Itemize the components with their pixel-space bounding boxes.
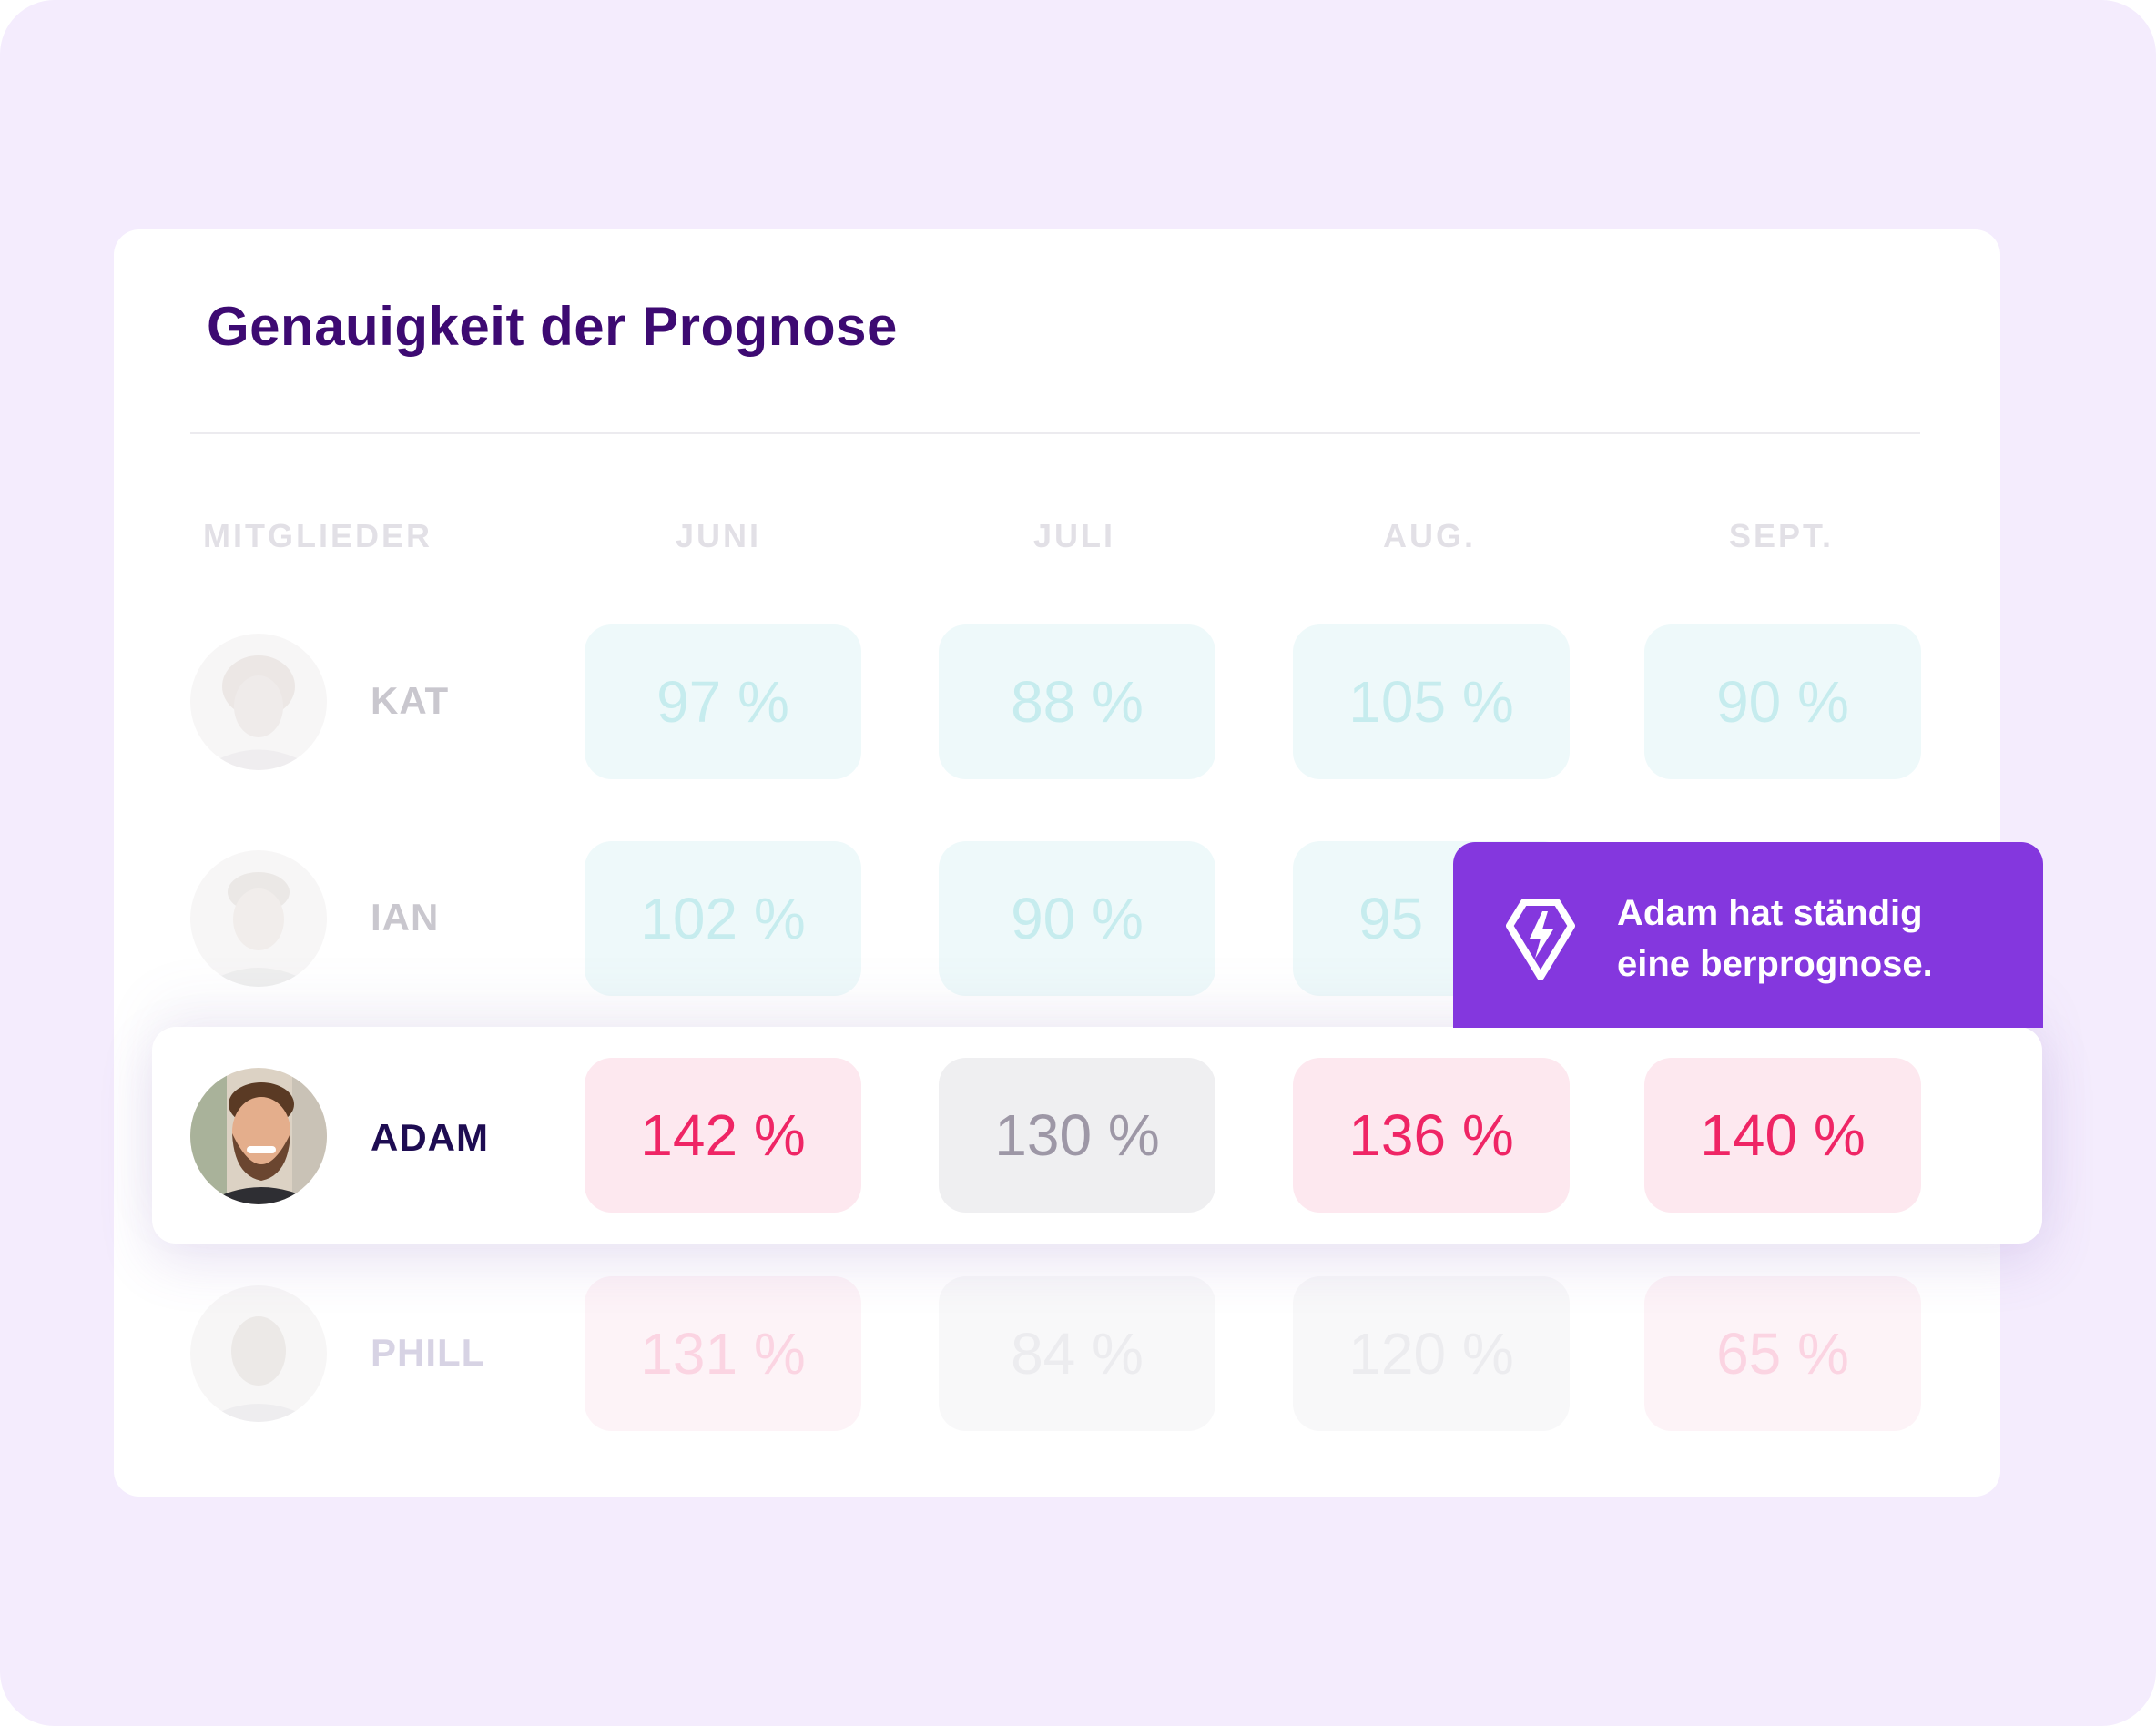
column-header-september: SEPT. <box>1729 517 1835 554</box>
value-cell-august: 120 % <box>1293 1276 1570 1431</box>
member-name: KAT <box>371 679 450 722</box>
avatar-adam <box>190 1068 327 1204</box>
tooltip-message: Adam hat ständig eine berprognose. <box>1617 888 1933 990</box>
column-header-june: JUNI <box>676 517 762 554</box>
avatar-phill <box>190 1285 327 1422</box>
tooltip-line-1: Adam hat ständig <box>1617 893 1923 933</box>
member-row-kat[interactable]: KAT 97 % 88 % 105 % 90 % <box>114 624 2000 779</box>
member-row-phill[interactable]: PHILL 131 % 84 % 120 % 65 % <box>114 1276 2000 1431</box>
value-cell-august: 105 % <box>1293 624 1570 779</box>
value-cell-september: 140 % <box>1644 1058 1921 1213</box>
member-name: ADAM <box>371 1116 489 1159</box>
avatar-kat <box>190 634 327 770</box>
insight-tooltip: Adam hat ständig eine berprognose. <box>1453 842 2043 1028</box>
value-cell-july: 84 % <box>939 1276 1215 1431</box>
column-header-august: AUG. <box>1383 517 1476 554</box>
value-cell-september: 65 % <box>1644 1276 1921 1431</box>
value-cell-september: 90 % <box>1644 624 1921 779</box>
value-cell-july: 90 % <box>939 841 1215 996</box>
value-cell-august: 136 % <box>1293 1058 1570 1213</box>
title-divider <box>190 432 1920 434</box>
column-header-july: JULI <box>1033 517 1116 554</box>
lightning-gem-icon <box>1506 899 1575 980</box>
column-header-members: MITGLIEDER <box>203 517 432 554</box>
value-cell-june: 97 % <box>585 624 861 779</box>
member-name: PHILL <box>371 1331 486 1374</box>
value-cell-july: 130 % <box>939 1058 1215 1213</box>
tooltip-line-2: eine berprognose. <box>1617 944 1933 984</box>
value-cell-july: 88 % <box>939 624 1215 779</box>
value-cell-june: 102 % <box>585 841 861 996</box>
member-name: IAN <box>371 896 440 939</box>
card-title: Genauigkeit der Prognose <box>207 296 898 357</box>
value-cell-june: 142 % <box>585 1058 861 1213</box>
value-cell-june: 131 % <box>585 1276 861 1431</box>
avatar-ian <box>190 850 327 987</box>
member-row-adam[interactable]: ADAM 142 % 130 % 136 % 140 % <box>152 1027 2042 1244</box>
